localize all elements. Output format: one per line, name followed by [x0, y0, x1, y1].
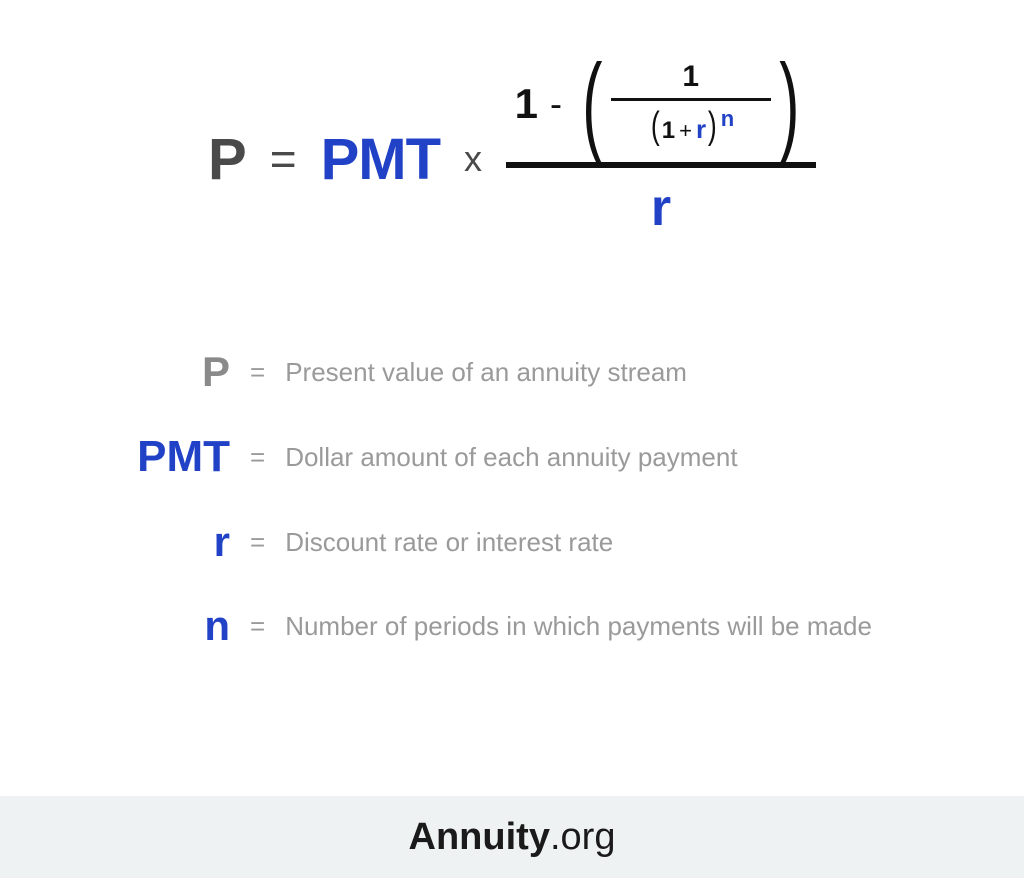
denominator-r: r [651, 178, 671, 238]
variable-pmt: PMT [321, 126, 440, 193]
legend-symbol-n: n [110, 602, 230, 650]
inner-one: 1 [662, 117, 675, 145]
exponent-n: n [721, 106, 734, 132]
multiply-sign: x [464, 138, 482, 180]
footer-brand: Annuity.org [409, 816, 616, 859]
inner-plus: + [679, 118, 692, 144]
inner-r: r [696, 114, 706, 145]
numerator: 1 - ( 1 ( 1 + r ) n ) [515, 60, 808, 158]
legend-symbol-pmt: PMT [110, 432, 230, 482]
footer-brand-light: .org [550, 816, 615, 858]
legend-desc-n: Number of periods in which payments will… [285, 611, 872, 642]
legend-row-n: n = Number of periods in which payments … [110, 602, 964, 650]
outer-paren-left: ( [582, 60, 602, 148]
legend-desc-p: Present value of an annuity stream [285, 357, 687, 388]
legend-desc-pmt: Dollar amount of each annuity payment [285, 442, 737, 473]
main-fraction-bar [506, 162, 816, 168]
main-fraction: 1 - ( 1 ( 1 + r ) n ) [506, 60, 816, 238]
inner-fraction: 1 ( 1 + r ) n [611, 60, 771, 148]
inner-numerator: 1 [682, 60, 699, 98]
legend-row-pmt: PMT = Dollar amount of each annuity paym… [110, 432, 964, 482]
legend-eq: = [250, 357, 265, 388]
footer-brand-bold: Annuity [409, 816, 550, 858]
variable-p: P [208, 126, 246, 193]
numerator-minus: - [550, 83, 562, 125]
legend-eq: = [250, 442, 265, 473]
inner-paren-left: ( [651, 105, 660, 148]
footer: Annuity.org [0, 796, 1024, 878]
legend-eq: = [250, 527, 265, 558]
inner-paren-right: ) [708, 105, 717, 148]
equals-sign: = [270, 132, 297, 186]
legend-desc-r: Discount rate or interest rate [285, 527, 613, 558]
legend-row-r: r = Discount rate or interest rate [110, 518, 964, 566]
legend-symbol-r: r [110, 518, 230, 566]
legend-row-p: P = Present value of an annuity stream [110, 348, 964, 396]
legend-container: P = Present value of an annuity stream P… [0, 348, 1024, 650]
numerator-one: 1 [515, 80, 538, 128]
paren-group: ( 1 ( 1 + r ) n ) [574, 60, 807, 148]
formula-container: P = PMT x 1 - ( 1 ( 1 + r ) n [0, 0, 1024, 278]
outer-paren-right: ) [779, 60, 799, 148]
inner-denominator: ( 1 + r ) n [649, 101, 732, 148]
legend-eq: = [250, 611, 265, 642]
legend-symbol-p: P [110, 348, 230, 396]
